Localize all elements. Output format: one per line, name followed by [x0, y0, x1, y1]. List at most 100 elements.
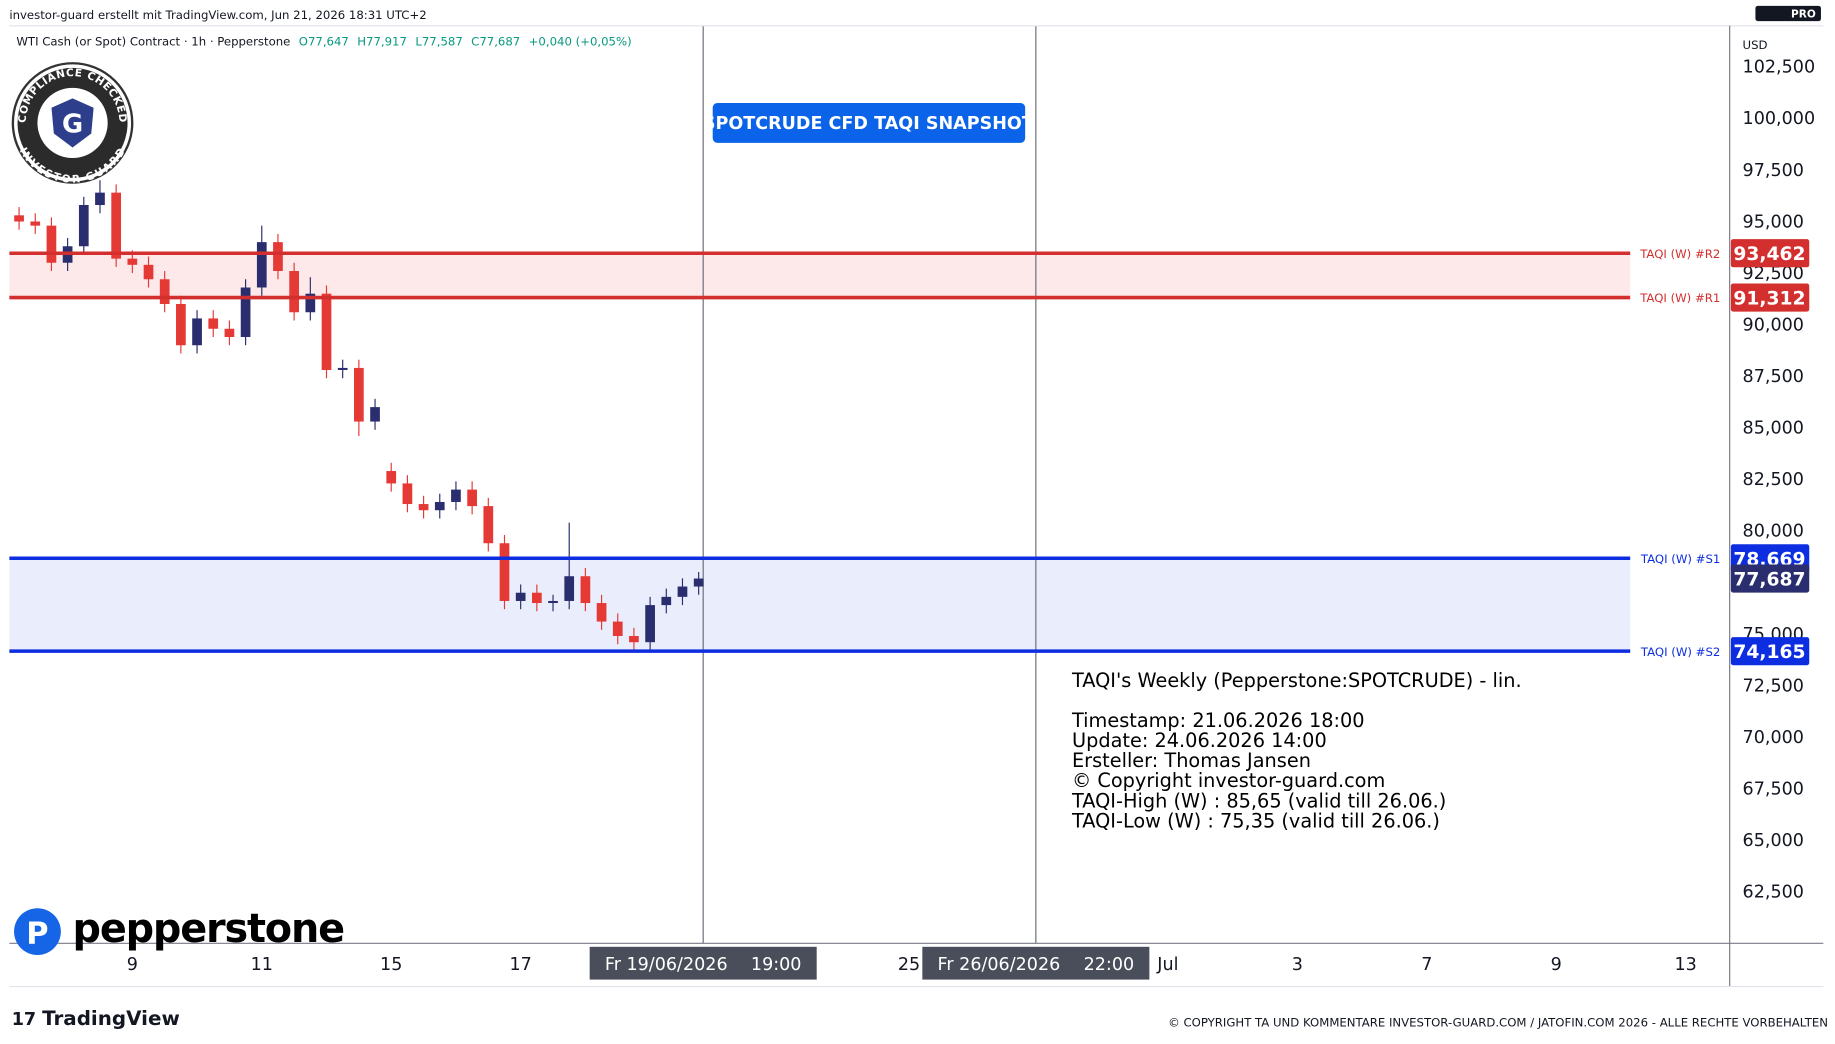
currency: USD — [1743, 38, 1768, 52]
zone — [9, 253, 1631, 298]
x-tick-label: 7 — [1421, 955, 1432, 975]
y-tick-label: 62,500 — [1743, 883, 1804, 903]
compliance-badge: G COMPLIANCE CHECKED INVESTOR GUARD — [11, 62, 134, 186]
annotation-line: Ersteller: Thomas Jansen — [1072, 749, 1311, 772]
candle-body — [483, 506, 494, 544]
marker-date: Fr 26/06/2026 — [938, 955, 1061, 975]
copyright: © COPYRIGHT TA UND KOMMENTARE INVESTOR-G… — [1168, 1015, 1828, 1029]
candle-body — [224, 328, 235, 337]
x-tick-label: 11 — [251, 955, 273, 975]
annotation-line: TAQI-High (W) : 85,65 (valid till 26.06.… — [1071, 789, 1446, 812]
marker-box — [589, 946, 817, 980]
y-tick-label: 67,500 — [1743, 779, 1804, 799]
x-tick-label: 15 — [380, 955, 402, 975]
candle-body — [629, 636, 639, 643]
y-tick-label: 90,000 — [1743, 315, 1804, 335]
candle-body — [467, 489, 477, 507]
x-tick-label: 13 — [1674, 955, 1696, 975]
level-tag-label: 91,312 — [1733, 289, 1805, 310]
pepperstone-logo: P pepperstone — [14, 906, 345, 956]
candle-body — [531, 592, 542, 604]
candle-body — [386, 471, 397, 484]
level-name: TAQI (W) #R1 — [1639, 291, 1720, 305]
badge-letter: G — [62, 109, 83, 139]
level-tag — [1730, 283, 1810, 312]
candle-body — [240, 287, 251, 337]
zone — [9, 558, 1631, 652]
y-tick-label: 85,000 — [1743, 419, 1804, 439]
y-tick-label: 87,500 — [1743, 367, 1804, 387]
annotation-line: TAQI-Low (W) : 75,35 (valid till 26.06.) — [1071, 809, 1440, 832]
x-tick-label: 25 — [898, 955, 920, 975]
brand: TradingView — [42, 1007, 180, 1030]
candle-body — [208, 318, 219, 329]
annotation-title: TAQI's Weekly (Pepperstone:SPOTCRUDE) - … — [1071, 669, 1522, 692]
candle-body — [256, 242, 267, 288]
title-box: SPOTCRUDE CFD TAQI SNAPSHOT — [703, 103, 1034, 143]
x-tick-label: 9 — [1551, 955, 1562, 975]
candle-body — [434, 501, 445, 511]
ohlc-change: +0,040 (+0,05%) — [529, 35, 632, 49]
candle-body — [337, 367, 348, 370]
candle-body — [596, 603, 607, 622]
candle-body — [499, 543, 510, 601]
candle-body — [321, 293, 332, 370]
x-tick-label: Jul — [1156, 955, 1178, 975]
last-price-label: 77,687 — [1733, 570, 1805, 591]
level-tag-label: 93,462 — [1733, 244, 1805, 265]
x-tick-label: 3 — [1292, 955, 1303, 975]
ohlc-close: C77,687 — [471, 35, 520, 49]
y-tick-label: 70,000 — [1743, 728, 1804, 748]
candle-body — [515, 592, 526, 601]
candle-body — [370, 407, 380, 422]
candle-body — [159, 279, 170, 305]
level-name: TAQI (W) #S2 — [1640, 645, 1720, 659]
svg-text:17: 17 — [12, 1010, 36, 1030]
marker-time: 22:00 — [1084, 955, 1135, 975]
x-tick-label: 9 — [127, 955, 138, 975]
svg-text:P: P — [26, 916, 48, 951]
candle-body — [564, 576, 575, 601]
y-tick-label: 95,000 — [1743, 212, 1804, 232]
candle-body — [580, 576, 591, 604]
y-tick-label: 82,500 — [1743, 470, 1804, 490]
ohlc-open: O77,647 — [299, 35, 349, 49]
annotation-line: Update: 24.06.2026 14:00 — [1072, 729, 1327, 752]
legend: WTI Cash (or Spot) Contract · 1h · Peppe… — [16, 35, 631, 49]
candle-body — [14, 215, 24, 222]
level-tag — [1730, 239, 1810, 268]
annotation-line: © Copyright investor-guard.com — [1072, 769, 1385, 792]
candle-body — [289, 271, 299, 313]
marker-box — [922, 946, 1150, 980]
y-tick-label: 100,000 — [1743, 109, 1816, 129]
candle-body — [95, 192, 105, 206]
candle-body — [30, 221, 41, 226]
candle-body — [402, 483, 413, 505]
y-tick-label: 92,500 — [1743, 264, 1804, 284]
chart-title: SPOTCRUDE CFD TAQI SNAPSHOT — [703, 114, 1034, 134]
candle-body — [192, 318, 202, 346]
y-tick-label: 72,500 — [1743, 676, 1804, 696]
candle-body — [418, 504, 429, 511]
candle-body — [305, 293, 316, 313]
level-name: TAQI (W) #S1 — [1640, 552, 1720, 566]
pro-badge: PRO — [1791, 9, 1816, 21]
annotation-line: Timestamp: 21.06.2026 18:00 — [1071, 709, 1365, 732]
tradingview-logo: 17 TradingView — [12, 1007, 180, 1030]
candle-body — [661, 596, 672, 606]
last-price-tag — [1730, 564, 1810, 593]
tv-pro-logo: PRO — [1755, 5, 1821, 22]
marker-time: 19:00 — [751, 955, 802, 975]
ohlc-high: H77,917 — [357, 35, 407, 49]
candle-body — [176, 304, 186, 346]
candle-body — [645, 605, 655, 643]
level-name: TAQI (W) #R2 — [1639, 247, 1720, 261]
level-tag — [1730, 637, 1810, 666]
candle-body — [143, 264, 154, 280]
symbol: WTI Cash (or Spot) Contract · 1h · Peppe… — [16, 35, 290, 49]
x-tick-label: 17 — [510, 955, 532, 975]
logo-text: pepperstone — [73, 906, 345, 952]
candle-body — [693, 578, 704, 587]
candle-body — [612, 621, 623, 637]
